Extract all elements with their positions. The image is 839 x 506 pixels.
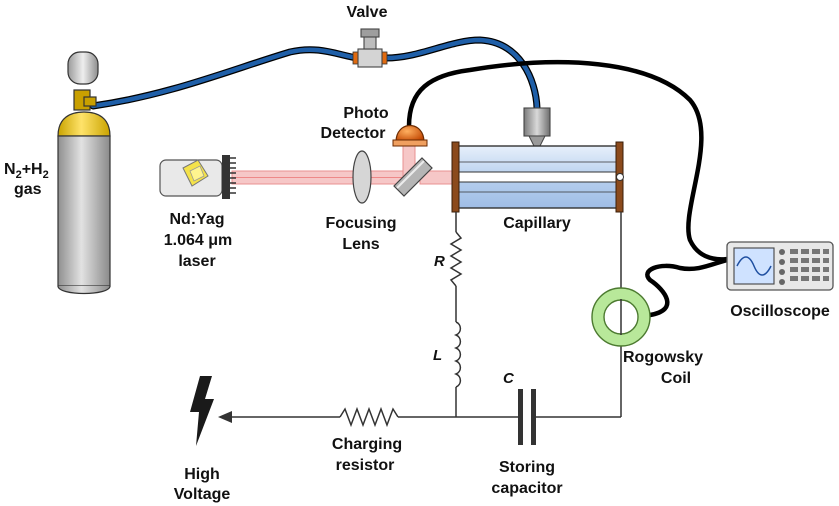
label-rogowsky-1: Rogowsky xyxy=(623,349,703,366)
resistor-r xyxy=(449,231,463,287)
storing-capacitor xyxy=(518,389,536,445)
pressure-gauge xyxy=(523,107,551,147)
label-gas: N2+H2 xyxy=(4,161,49,181)
label-rogowsky-2: Coil xyxy=(661,370,691,387)
label-capacitor-c: C xyxy=(503,370,515,387)
label-storing-2: capacitor xyxy=(491,480,562,497)
label-laser-1: Nd:Yag xyxy=(169,211,224,228)
lightning-bolt-icon xyxy=(190,376,214,446)
charging-resistor xyxy=(339,406,399,428)
label-focusing-lens-1: Focusing xyxy=(325,215,396,232)
laser-head xyxy=(159,155,236,199)
label-gas-word: gas xyxy=(14,181,42,198)
oscilloscope xyxy=(726,241,834,291)
rogowsky-coil xyxy=(591,287,651,347)
discharge-circuit xyxy=(228,212,622,428)
label-storing-1: Storing xyxy=(499,459,555,476)
detector-signal-cable xyxy=(406,60,741,262)
label-resistor-r: R xyxy=(434,253,445,270)
label-focusing-lens-2: Lens xyxy=(342,236,379,253)
label-laser-3: laser xyxy=(178,253,215,270)
rogowsky-signal-cable xyxy=(645,255,738,318)
beam-splitter-mirror xyxy=(393,157,433,197)
label-photo-detector-2: Detector xyxy=(321,125,386,142)
label-valve: Valve xyxy=(347,4,388,21)
label-laser-2: 1.064 μm xyxy=(164,232,233,249)
label-inductor-l: L xyxy=(433,347,442,364)
label-photo-detector-1: Photo xyxy=(343,105,389,122)
label-charging-2: resistor xyxy=(336,457,395,474)
capillary xyxy=(451,141,624,213)
label-capillary: Capillary xyxy=(503,215,571,232)
gas-cylinder xyxy=(57,51,111,295)
label-high-voltage-2: Voltage xyxy=(174,486,231,503)
label-high-voltage-1: High xyxy=(184,466,220,483)
photo-detector xyxy=(392,125,428,147)
inductor-l xyxy=(453,321,462,388)
valve xyxy=(352,28,388,68)
arrow-to-high-voltage xyxy=(218,411,232,423)
label-oscilloscope: Oscilloscope xyxy=(730,303,830,320)
label-charging-1: Charging xyxy=(332,436,402,453)
focusing-lens xyxy=(352,150,372,204)
